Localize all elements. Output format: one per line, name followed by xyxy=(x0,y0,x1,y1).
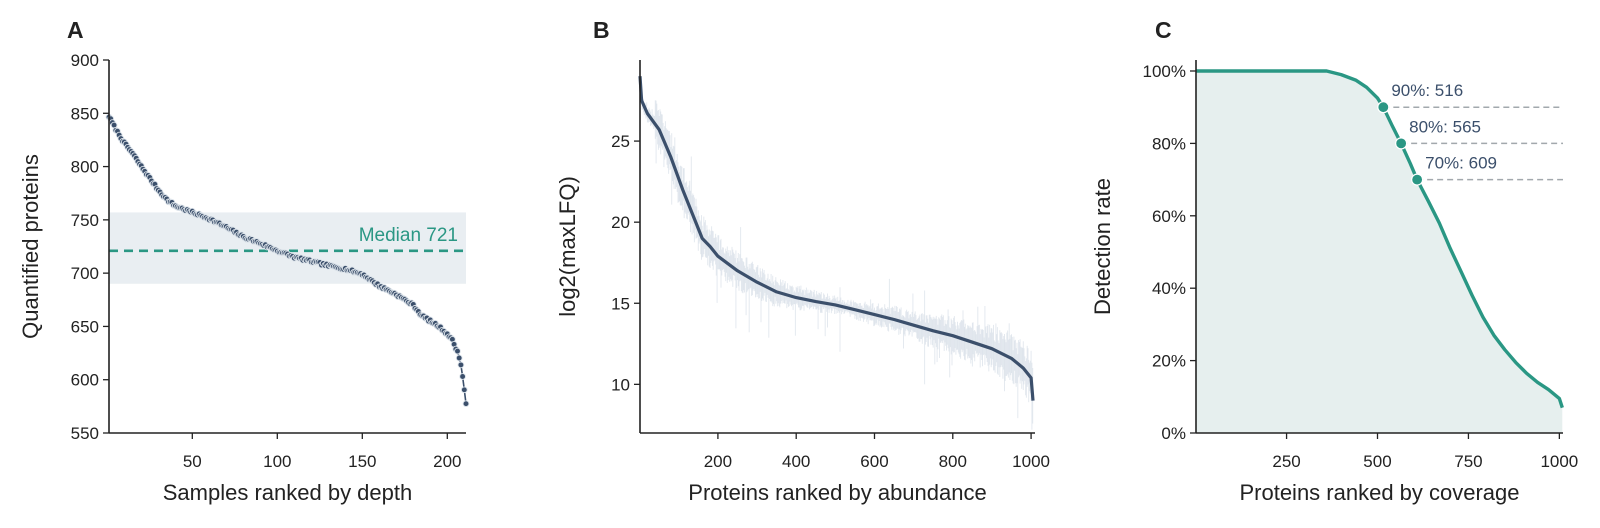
panel-a-x-tick-label: 50 xyxy=(183,452,202,471)
panel-a-y-tick-label: 900 xyxy=(71,51,99,70)
panel-b-y-axis-title: log2(maxLFQ) xyxy=(555,176,580,317)
panel-a-x-tick-label: 200 xyxy=(433,452,461,471)
threshold-point xyxy=(1411,173,1424,186)
panel-b-x-tick-label: 1000 xyxy=(1012,452,1050,471)
panel-b-x-tick-label: 400 xyxy=(782,452,810,471)
threshold-label: 80%: 565 xyxy=(1409,117,1481,136)
median-label: Median 721 xyxy=(359,225,458,246)
sample-point xyxy=(454,347,461,355)
coverage-area xyxy=(1196,71,1563,433)
panel-a: A Median 721 50 100 150 200 550 600 650 700 750 800… xyxy=(18,17,470,505)
panel-b-y-tick-label: 15 xyxy=(611,294,630,313)
sample-point xyxy=(462,400,470,408)
panel-c-y-tick-label: 60% xyxy=(1152,207,1186,226)
panel-a-y-tick-label: 750 xyxy=(71,211,99,230)
panel-b-x-tick-label: 600 xyxy=(860,452,888,471)
panel-b-y-tick-label: 25 xyxy=(611,132,630,151)
panel-b-x-tick-label: 200 xyxy=(704,452,732,471)
panel-b-y-tick-label: 10 xyxy=(611,375,630,394)
panel-c-y-axis-title: Detection rate xyxy=(1090,178,1115,315)
panel-c-x-tick-label: 1000 xyxy=(1540,452,1578,471)
threshold-label: 70%: 609 xyxy=(1425,154,1497,173)
panel-a-y-tick-label: 550 xyxy=(71,424,99,443)
sample-point xyxy=(455,354,463,362)
panel-c-x-tick-label: 250 xyxy=(1272,452,1300,471)
panel-c-x-tick-label: 500 xyxy=(1363,452,1391,471)
panel-c-y-tick-label: 80% xyxy=(1152,134,1186,153)
panel-b-y-tick-label: 20 xyxy=(611,213,630,232)
panel-c-y-tick-label: 0% xyxy=(1161,424,1186,443)
sample-point xyxy=(457,361,465,369)
panel-c-y-tick-label: 40% xyxy=(1152,279,1186,298)
panel-b: B 200 400 600 800 1000 10 15 20 25 Proteins ranked… xyxy=(555,17,1050,505)
panel-a-x-tick-label: 100 xyxy=(263,452,291,471)
panel-a-x-axis-title: Samples ranked by depth xyxy=(163,480,413,505)
coverage-line xyxy=(1196,69,1564,409)
sample-point xyxy=(460,386,468,394)
threshold-point xyxy=(1377,101,1390,114)
panel-c-y-tick-label: 20% xyxy=(1152,352,1186,371)
panel-c-x-axis-title: Proteins ranked by coverage xyxy=(1239,480,1519,505)
panel-a-y-tick-label: 650 xyxy=(71,317,99,336)
spread-halo xyxy=(640,77,1034,430)
panel-c-y-tick-label: 100% xyxy=(1143,62,1186,81)
panel-c-letter: C xyxy=(1155,17,1172,43)
panel-a-letter: A xyxy=(67,17,84,43)
panel-a-y-tick-label: 800 xyxy=(71,158,99,177)
threshold-label: 90%: 516 xyxy=(1391,81,1463,100)
panel-b-x-axis-title: Proteins ranked by abundance xyxy=(688,480,986,505)
panel-a-y-axis-title: Quantified proteins xyxy=(18,154,43,339)
panel-a-y-tick-label: 600 xyxy=(71,371,99,390)
iqr-band xyxy=(109,212,466,284)
sample-point xyxy=(459,373,466,380)
panel-c: C 90%: 516 80%: 565 70%: 609 250 500 750 1000 0%… xyxy=(1090,17,1578,505)
threshold-point xyxy=(1395,137,1408,150)
panel-a-y-tick-label: 700 xyxy=(71,264,99,283)
panel-b-x-tick-label: 800 xyxy=(939,452,967,471)
panel-b-letter: B xyxy=(593,17,610,43)
panel-a-y-tick-label: 850 xyxy=(71,104,99,123)
median-abundance-line xyxy=(638,76,1035,401)
panel-c-x-tick-label: 750 xyxy=(1454,452,1482,471)
panel-a-x-tick-label: 150 xyxy=(348,452,376,471)
